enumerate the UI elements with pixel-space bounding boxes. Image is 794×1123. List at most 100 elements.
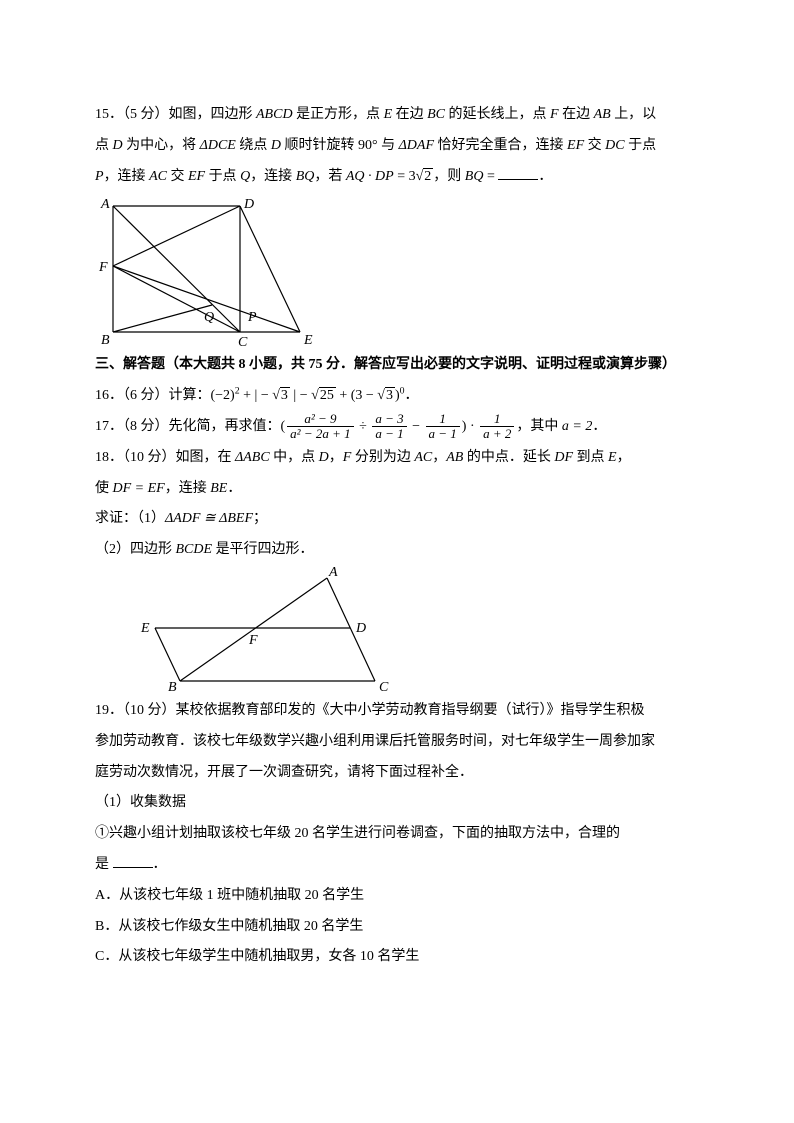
- aqdp: AQ · DP: [346, 169, 394, 184]
- answer-blank[interactable]: [498, 163, 538, 179]
- q16: 16．（6 分）计算：(−2)2 + | − √3 | − √25 + (3 −…: [95, 381, 699, 412]
- sqrt-icon: √3: [377, 381, 395, 412]
- p1: + | −: [240, 388, 273, 403]
- svg-text:Q: Q: [204, 310, 214, 325]
- t: ．: [227, 481, 241, 496]
- t: ，: [329, 450, 343, 465]
- t: 是: [95, 857, 113, 872]
- t: 是正方形，点: [293, 107, 384, 122]
- t: 18．（10 分）如图，在: [95, 450, 235, 465]
- D: D: [113, 138, 123, 153]
- t: 上，以: [611, 107, 657, 122]
- t: 分别为边: [351, 450, 414, 465]
- q15-text: 15．（5 分）如图，四边形: [95, 107, 256, 122]
- E: E: [384, 107, 393, 122]
- t: 恰好完全重合，连接: [434, 138, 567, 153]
- q16-prefix: 16．（6 分）计算：: [95, 388, 211, 403]
- t: 顺时针旋转: [281, 138, 358, 153]
- eq: =: [394, 169, 409, 184]
- AB: AB: [594, 107, 611, 122]
- dfef: DF = EF: [113, 481, 165, 496]
- BQ2: BQ: [465, 169, 484, 184]
- t: 使: [95, 481, 113, 496]
- q17-prefix: 17．（8 分）先化简，再求值：: [95, 419, 281, 434]
- frac4: 1a + 2: [480, 412, 514, 442]
- neg2: (−2): [211, 388, 235, 403]
- f2d: a − 1: [372, 427, 406, 441]
- t: 绕点: [236, 138, 271, 153]
- svg-text:B: B: [101, 333, 110, 348]
- frac1: a² − 9a² − 2a + 1: [287, 412, 353, 442]
- deg: 90°: [358, 138, 378, 153]
- t: 的延长线上，点: [445, 107, 550, 122]
- semi: ；: [253, 511, 267, 526]
- aeq: a = 2: [562, 419, 592, 434]
- t: 在边: [392, 107, 427, 122]
- period: ．: [538, 169, 552, 184]
- t: 到点: [573, 450, 608, 465]
- DF: DF: [554, 450, 573, 465]
- q19-line3: 庭劳动次数情况，开展了一次调查研究，请将下面过程补全．: [95, 758, 699, 789]
- page-root: 15．（5 分）如图，四边形 ABCD 是正方形，点 E 在边 B C 的延长线上…: [0, 0, 794, 1023]
- svg-text:F: F: [248, 633, 258, 648]
- f1n: a² − 9: [287, 412, 353, 427]
- q18-figure: AEDFBC: [135, 566, 395, 696]
- t: B．从该校七作级女生中随机抽取 20 名学生: [95, 919, 363, 934]
- svg-text:D: D: [355, 621, 366, 636]
- t: 于点: [625, 138, 657, 153]
- f3n: 1: [426, 412, 460, 427]
- sqrt2-icon: √2: [416, 162, 434, 193]
- EF: EF: [567, 138, 584, 153]
- svg-text:D: D: [243, 197, 254, 212]
- t: 为中心，将: [123, 138, 200, 153]
- dABC: ΔABC: [235, 450, 270, 465]
- q15-figure: ADBCEFQP: [95, 192, 325, 350]
- end: ．: [405, 388, 419, 403]
- q19-optC: C．从该校七年级学生中随机抽取男，女各 10 名学生: [95, 942, 699, 973]
- q18-line2: 使 DF = EF，连接 BE．: [95, 474, 699, 505]
- frac2: a − 3a − 1: [372, 412, 406, 442]
- q19-q1b: 是 ．: [95, 850, 699, 881]
- P: P: [95, 169, 104, 184]
- svg-text:C: C: [379, 680, 389, 695]
- r25: 25: [319, 387, 336, 403]
- q18-prove: 求证：（1）ΔADF ≅ ΔBEF；: [95, 504, 699, 535]
- q18-part2: （2）四边形 BCDE 是平行四边形．: [95, 535, 699, 566]
- AC: AC: [414, 450, 432, 465]
- t: ，连接: [104, 169, 150, 184]
- three: 3: [409, 169, 416, 184]
- svg-text:P: P: [247, 310, 257, 325]
- q19-line2: 参加劳动教育．该校七年级数学兴趣小组利用课后托管服务时间，对七年级学生一周参加家: [95, 727, 699, 758]
- svg-text:A: A: [328, 566, 338, 580]
- dDAF: ΔDAF: [399, 138, 434, 153]
- t: 点: [95, 138, 113, 153]
- q15-line1: 15．（5 分）如图，四边形 ABCD 是正方形，点 E 在边 BC 的延长线上…: [95, 100, 699, 131]
- AB: AB: [446, 450, 463, 465]
- t: 是平行四边形．: [212, 542, 314, 557]
- q15-line3: P，连接 AC 交 EF 于点 Q，连接 BQ，若 AQ · DP = 3√2，…: [95, 162, 699, 193]
- q19-optA: A．从该校七年级 1 班中随机抽取 20 名学生: [95, 881, 699, 912]
- q19-collect: （1）收集数据: [95, 788, 699, 819]
- EF2: EF: [188, 169, 205, 184]
- t: 交: [167, 169, 188, 184]
- t: ，连接: [250, 169, 296, 184]
- t: ，若: [314, 169, 346, 184]
- svg-text:A: A: [100, 197, 110, 212]
- F: F: [550, 107, 559, 122]
- f4n: 1: [480, 412, 514, 427]
- q15-line2: 点 D 为中心，将 ΔDCE 绕点 D 顺时针旋转 90° 与 ΔDAF 恰好完…: [95, 131, 699, 162]
- t: 于点: [205, 169, 240, 184]
- q18-line1: 18．（10 分）如图，在 ΔABC 中，点 D，F 分别为边 AC，AB 的中…: [95, 443, 699, 474]
- frac3: 1a − 1: [426, 412, 460, 442]
- svg-text:E: E: [303, 333, 313, 348]
- t: 中，点: [270, 450, 319, 465]
- abcd: ABCD: [256, 107, 293, 122]
- t: ，: [617, 450, 631, 465]
- section3-title: 三、解答题（本大题共 8 小题，共 75 分．解答应写出必要的文字说明、证明过程…: [95, 350, 699, 381]
- t: A．从该校七年级 1 班中随机抽取 20 名学生: [95, 888, 364, 903]
- BQ: BQ: [296, 169, 315, 184]
- BE: BE: [210, 481, 227, 496]
- q19-q1: ①兴趣小组计划抽取该校七年级 20 名学生进行问卷调查，下面的抽取方法中，合理的: [95, 819, 699, 850]
- q19-optB: B．从该校七作级女生中随机抽取 20 名学生: [95, 912, 699, 943]
- answer-blank[interactable]: [113, 852, 153, 868]
